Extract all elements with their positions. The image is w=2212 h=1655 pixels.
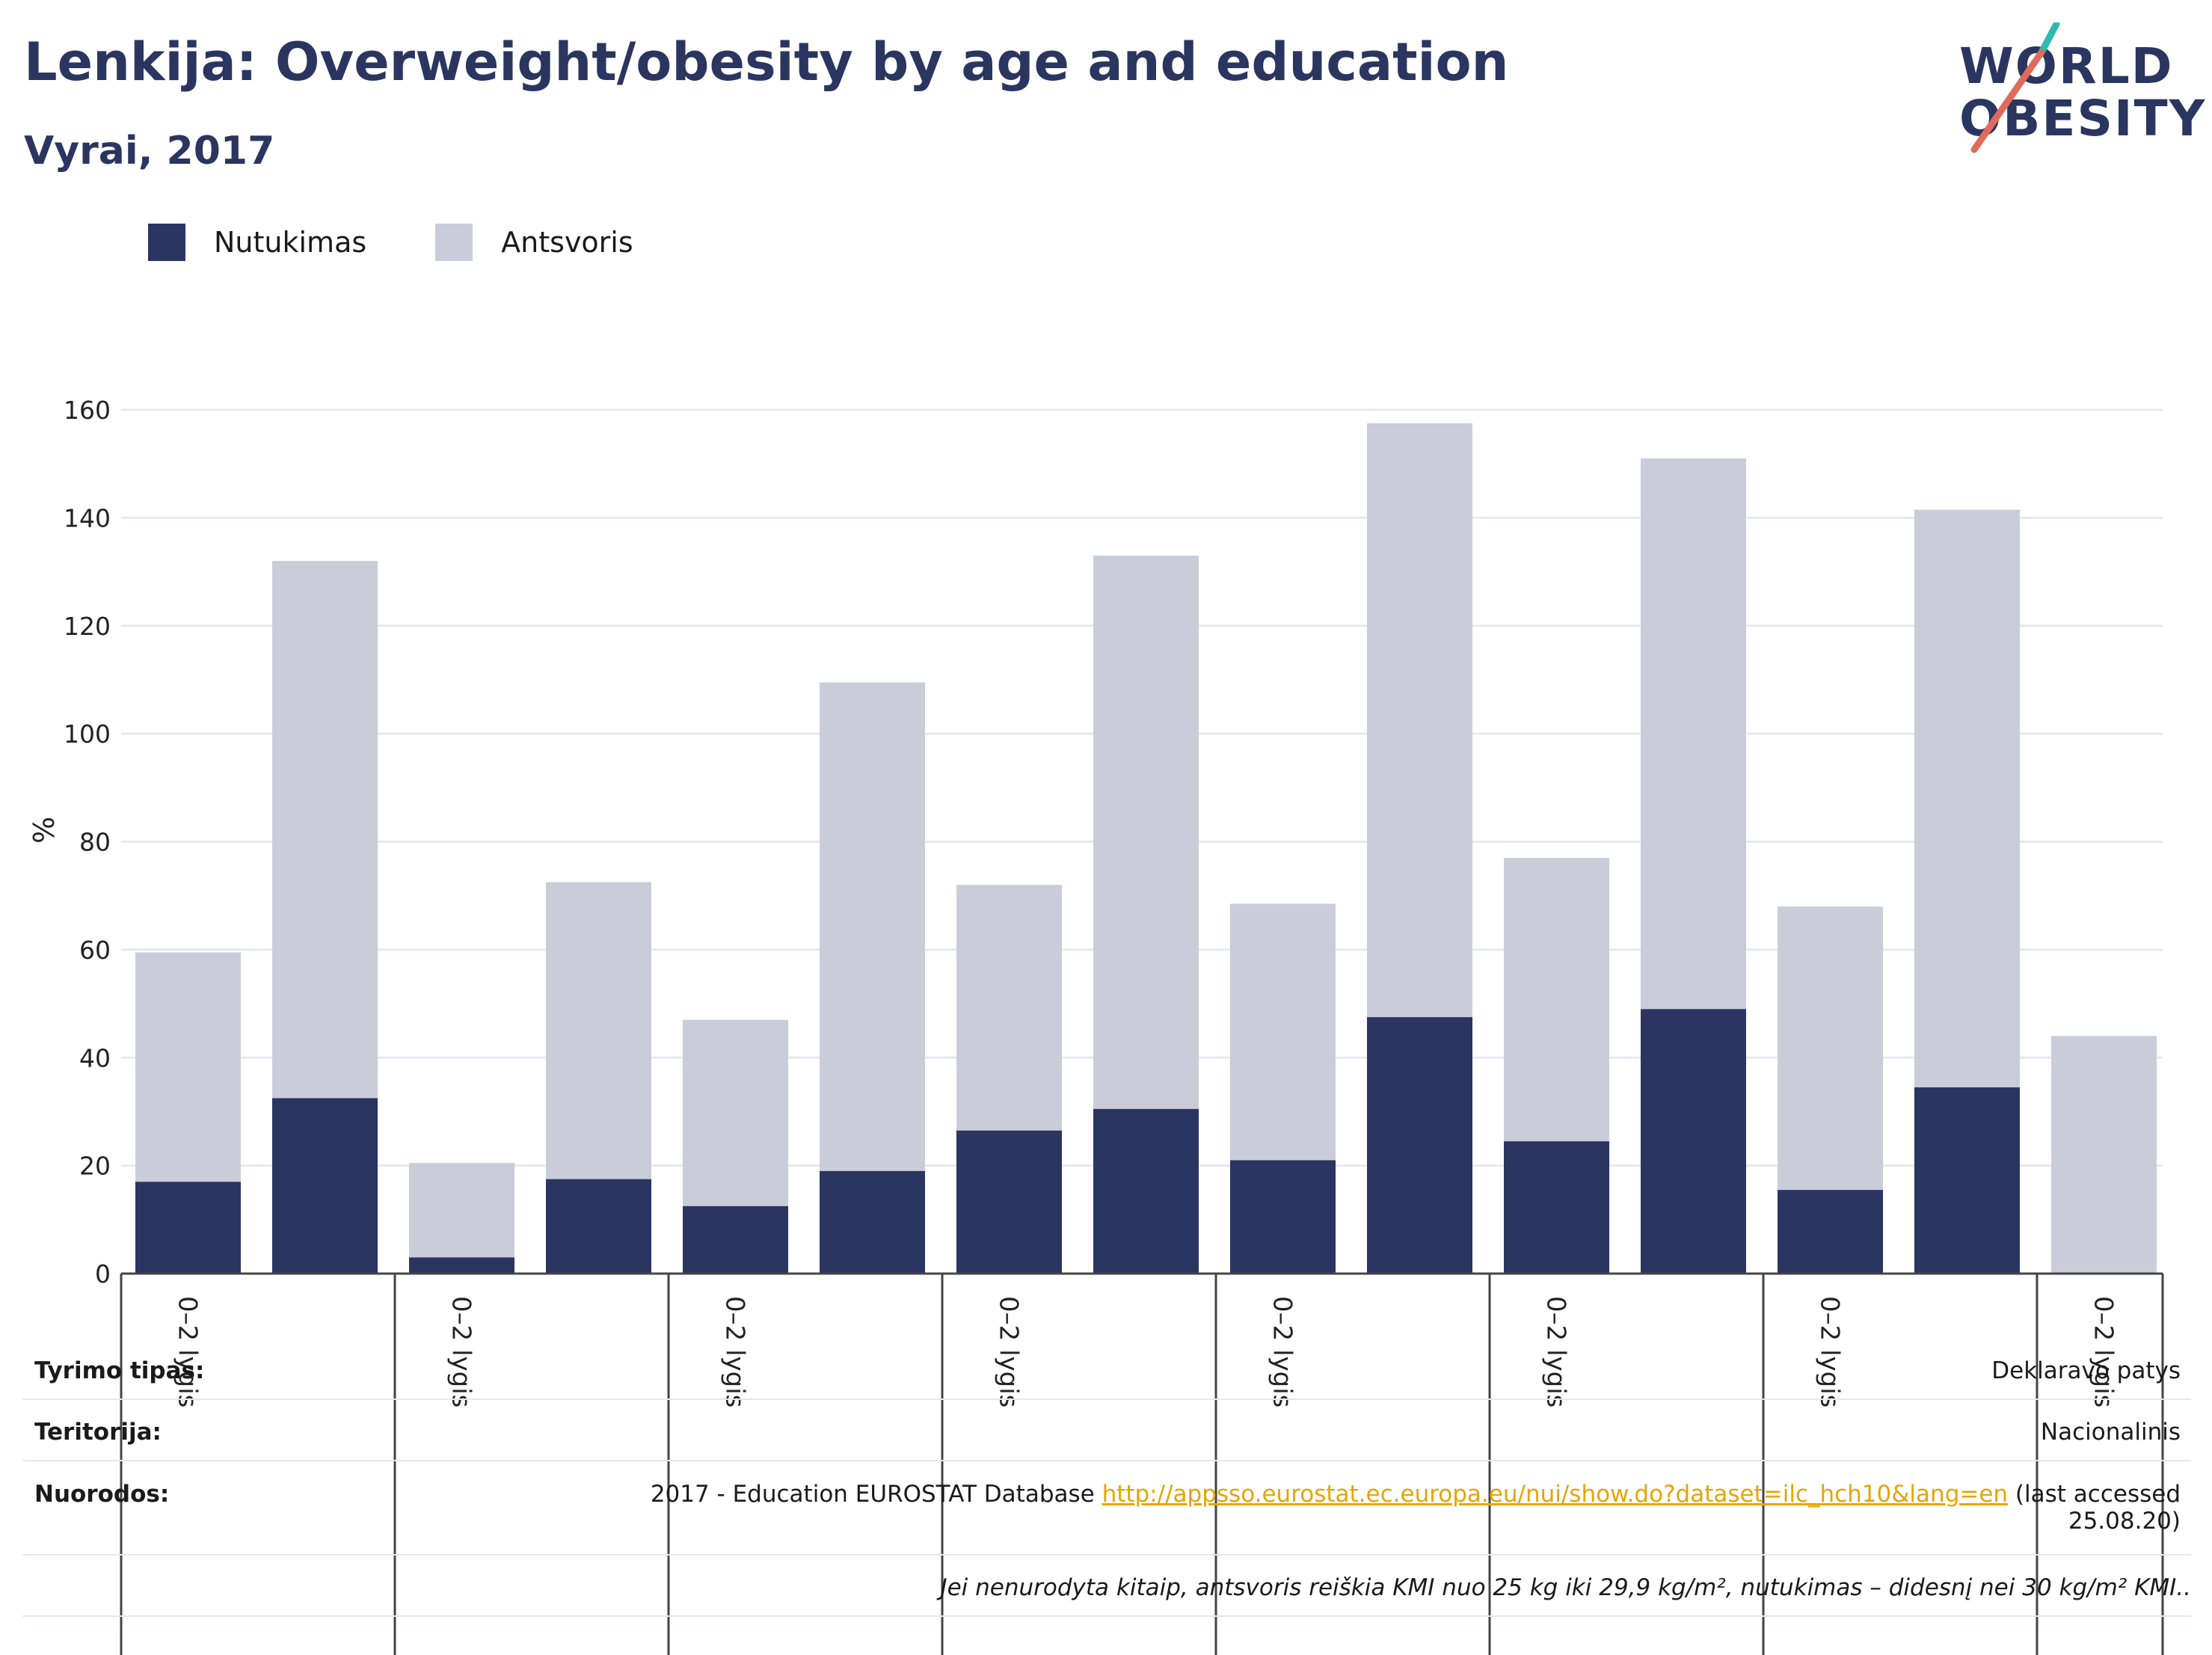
- legend-item-overweight[interactable]: Antsvoris: [435, 224, 633, 261]
- bar-overweight: [272, 561, 378, 1099]
- x-tick-label: 0–2 lygis: [1815, 1296, 1845, 1407]
- references-date: 25.08.20): [2068, 1508, 2181, 1535]
- bar-overweight: [1093, 555, 1199, 1109]
- bar-overweight: [135, 952, 241, 1182]
- territory-label: Teritorija:: [34, 1419, 162, 1446]
- y-tick-label: 100: [64, 719, 111, 749]
- bar-obesity: [1778, 1190, 1883, 1274]
- x-tick-label: 0–2 lygis: [173, 1296, 203, 1407]
- bar-obesity: [1641, 1009, 1746, 1274]
- bar-obesity: [272, 1098, 378, 1274]
- y-tick-label: 80: [79, 828, 111, 857]
- bar-obesity: [683, 1206, 788, 1274]
- survey-type-label: Tyrimo tipas:: [34, 1357, 205, 1384]
- y-axis-label: %: [28, 817, 61, 844]
- chart-title: Lenkija: Overweight/obesity by age and e…: [24, 31, 1509, 93]
- references-link[interactable]: http://appsso.eurostat.ec.europa.eu/nui/…: [1102, 1481, 2009, 1508]
- legend-label-overweight: Antsvoris: [501, 226, 633, 259]
- bar-overweight: [546, 882, 651, 1179]
- y-tick-label: 0: [95, 1259, 111, 1289]
- y-tick-label: 120: [64, 612, 111, 641]
- legend-swatch-overweight: [435, 224, 473, 261]
- bar-obesity: [1504, 1141, 1609, 1274]
- x-tick-label: 0–2 lygis: [2089, 1296, 2119, 1407]
- x-tick-label: 0–2 lygis: [720, 1296, 750, 1407]
- bar-overweight: [820, 682, 925, 1171]
- bar-overweight: [2051, 1036, 2157, 1274]
- bar-obesity: [546, 1179, 651, 1274]
- bar-obesity: [1367, 1017, 1472, 1274]
- references-text: 2017 - Education EUROSTAT Database: [650, 1481, 1095, 1508]
- chart-subtitle: Vyrai, 2017: [24, 129, 275, 174]
- world-obesity-logo: WORLD OBESITY: [1952, 22, 2205, 157]
- references-label: Nuorodos:: [34, 1481, 170, 1508]
- logo-line-1: WORLD: [1959, 37, 2174, 95]
- legend-item-obesity[interactable]: Nutukimas: [148, 224, 366, 261]
- bar-obesity: [135, 1182, 241, 1274]
- logo-line-2: OBESITY: [1959, 90, 2207, 147]
- y-tick-label: 160: [64, 396, 111, 425]
- info-divider: [22, 1398, 2191, 1400]
- bar-obesity: [409, 1257, 514, 1274]
- survey-type-value: Deklaravo patys: [1991, 1357, 2181, 1384]
- legend-swatch-obesity: [148, 224, 185, 261]
- bar-overweight: [1914, 509, 2020, 1087]
- y-tick-label: 40: [79, 1043, 111, 1072]
- info-divider: [22, 1615, 2191, 1617]
- x-tick-label: 0–2 lygis: [1541, 1296, 1571, 1407]
- bar-obesity: [820, 1170, 925, 1274]
- bar-overweight: [1230, 903, 1336, 1161]
- info-divider: [22, 1554, 2191, 1556]
- bar-obesity: [1230, 1160, 1336, 1274]
- bar-overweight: [1367, 423, 1472, 1018]
- references-value: 2017 - Education EUROSTAT Database http:…: [651, 1481, 2181, 1535]
- x-tick-label: 0–2 lygis: [994, 1296, 1024, 1407]
- logo-slash-icon: [1970, 22, 2060, 153]
- bar-overweight: [683, 1019, 788, 1206]
- y-tick-label: 20: [79, 1152, 111, 1181]
- bar-obesity: [1093, 1108, 1199, 1274]
- territory-value: Nacionalinis: [2040, 1419, 2181, 1446]
- references-suffix: (last accessed: [2015, 1481, 2181, 1508]
- bar-overweight: [1778, 906, 1883, 1191]
- bar-obesity: [1914, 1087, 2020, 1274]
- y-tick-label: 140: [64, 503, 111, 532]
- info-divider: [22, 1460, 2191, 1461]
- bar-overweight: [409, 1163, 514, 1258]
- bar-overweight: [1504, 858, 1609, 1142]
- chart-legend: Nutukimas Antsvoris: [148, 221, 702, 263]
- footnote: Jei nenurodyta kitaip, antsvoris reiškia…: [940, 1574, 2191, 1601]
- legend-label-obesity: Nutukimas: [214, 226, 367, 259]
- x-tick-label: 0–2 lygis: [1268, 1296, 1297, 1407]
- y-tick-label: 60: [79, 936, 111, 965]
- bar-overweight: [956, 885, 1062, 1131]
- bar-obesity: [956, 1130, 1062, 1274]
- x-tick-label: 0–2 lygis: [446, 1296, 476, 1407]
- bar-overweight: [1641, 458, 1746, 1010]
